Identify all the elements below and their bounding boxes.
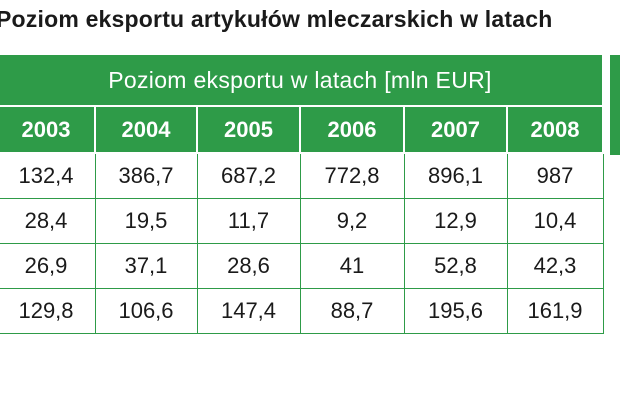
year-header-row: 2003 2004 2005 2006 2007 2008 bbox=[0, 105, 604, 154]
year-header: 2003 bbox=[0, 105, 96, 154]
table-cell: 88,7 bbox=[299, 288, 405, 334]
table-cell: 12,9 bbox=[403, 198, 508, 244]
table-cell: 987 bbox=[506, 152, 604, 199]
year-header: 2007 bbox=[403, 105, 508, 154]
year-header: 2006 bbox=[299, 105, 405, 154]
table-row: 28,4 19,5 11,7 9,2 12,9 10,4 bbox=[0, 198, 604, 244]
table-cell: 28,6 bbox=[196, 243, 301, 289]
table-row: 26,9 37,1 28,6 41 52,8 42,3 bbox=[0, 243, 604, 289]
table-cell: 52,8 bbox=[403, 243, 508, 289]
year-header: 2008 bbox=[506, 105, 604, 154]
table-cell: 42,3 bbox=[506, 243, 604, 289]
table-row: 132,4 386,7 687,2 772,8 896,1 987 bbox=[0, 152, 604, 199]
year-header: 2005 bbox=[196, 105, 301, 154]
table-cell: 26,9 bbox=[0, 243, 96, 289]
table-cell: 28,4 bbox=[0, 198, 96, 244]
table-cell: 687,2 bbox=[196, 152, 301, 199]
table-cell: 195,6 bbox=[403, 288, 508, 334]
table-title: Poziom eksportu artykułów mleczarskich w… bbox=[0, 6, 553, 32]
table-cell: 19,5 bbox=[94, 198, 198, 244]
table-cell: 9,2 bbox=[299, 198, 405, 244]
table-row: 129,8 106,6 147,4 88,7 195,6 161,9 bbox=[0, 288, 604, 334]
export-table: Poziom eksportu w latach [mln EUR] 2003 … bbox=[0, 53, 604, 334]
year-header: 2004 bbox=[94, 105, 198, 154]
table-cell: 37,1 bbox=[94, 243, 198, 289]
next-column-header-edge bbox=[610, 55, 620, 155]
table-cell: 161,9 bbox=[506, 288, 604, 334]
table-cell: 132,4 bbox=[0, 152, 96, 199]
header-band-row: Poziom eksportu w latach [mln EUR] bbox=[0, 53, 604, 107]
header-band: Poziom eksportu w latach [mln EUR] bbox=[0, 53, 604, 107]
table-cell: 11,7 bbox=[196, 198, 301, 244]
table-cell: 41 bbox=[299, 243, 405, 289]
table-cell: 106,6 bbox=[94, 288, 198, 334]
table-cell: 10,4 bbox=[506, 198, 604, 244]
table-cell: 147,4 bbox=[196, 288, 301, 334]
table-cell: 386,7 bbox=[94, 152, 198, 199]
table-cell: 772,8 bbox=[299, 152, 405, 199]
table-cell: 896,1 bbox=[403, 152, 508, 199]
table-cell: 129,8 bbox=[0, 288, 96, 334]
